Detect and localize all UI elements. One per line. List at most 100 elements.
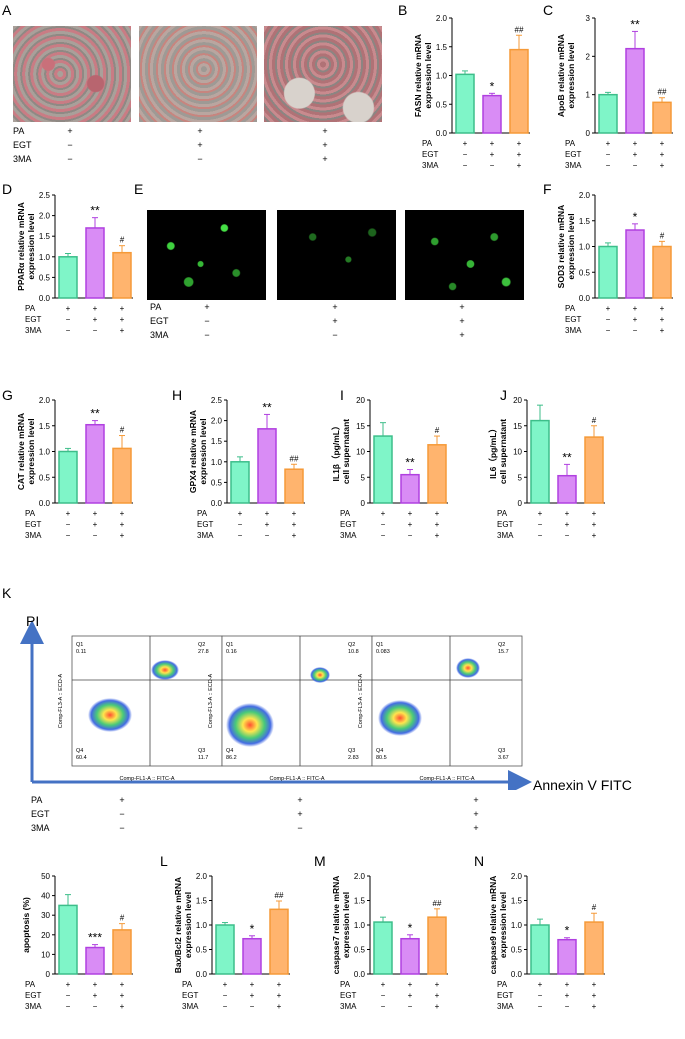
y-tick-label: 1.0: [511, 921, 523, 930]
cell-population: [456, 658, 480, 678]
treatment-sign: −: [238, 520, 243, 529]
quadrant-value: 0.083: [376, 649, 390, 655]
y-tick-label: 2.0: [39, 396, 51, 405]
treatment-sign: +: [250, 991, 255, 1000]
treatment-sign: −: [490, 161, 495, 170]
y-axis-title: apoptosis (%): [21, 897, 31, 953]
treatment-sign: +: [538, 980, 543, 989]
y-tick-label: 1.0: [39, 253, 51, 262]
significance-mark: #: [120, 426, 125, 435]
treatment-sign: −: [538, 531, 543, 540]
treatment-sign: +: [633, 150, 638, 159]
y-tick-label: 0.5: [211, 478, 223, 487]
treatment-sign: −: [538, 991, 543, 1000]
treatment-sign: −: [93, 531, 98, 540]
y-tick-label: 2.0: [211, 417, 223, 426]
y-tick-label: 1.5: [196, 897, 208, 906]
y-tick-label: 0.5: [39, 273, 51, 282]
y-axis-title-line: IL1β（pg/mL）: [331, 422, 341, 482]
treatment-sign: +: [265, 520, 270, 529]
y-tick-label: 2.0: [511, 872, 523, 881]
micrograph-a-pa: [13, 26, 131, 122]
bar: [373, 921, 393, 975]
y-tick-label: 1.0: [211, 458, 223, 467]
treatment-sign: −: [408, 1002, 413, 1011]
chart-b: 0.0 0.5 1.0 1.5 2.0 FASN relative mRNAexpress…: [413, 14, 530, 170]
y-tick-label: 15: [513, 422, 522, 431]
treatment-sign: −: [381, 520, 386, 529]
treatment-sign: +: [120, 531, 125, 540]
sign: +: [119, 795, 125, 805]
y-axis-title-line: cell supernatant: [341, 419, 351, 484]
treatment-row-label: PA: [182, 980, 193, 989]
sign: +: [459, 302, 465, 312]
bar: [652, 101, 672, 134]
treatment-row-label: 3MA: [497, 531, 514, 540]
y-tick-label: 2.0: [196, 872, 208, 881]
bar: [373, 435, 393, 504]
treatment-sign: −: [93, 1002, 98, 1011]
treatment-sign: −: [606, 150, 611, 159]
y-tick-label: 2.0: [39, 212, 51, 221]
y-axis-title: IL1β（pg/mL）cell supernatant: [331, 419, 351, 484]
y-tick-label: 0: [46, 970, 51, 979]
treatment-sign: −: [66, 326, 71, 335]
y-tick-label: 3: [586, 14, 591, 23]
significance-mark: ***: [88, 931, 102, 945]
y-axis-title-line: caspase9 relative mRNA: [488, 876, 498, 975]
significance-mark: #: [592, 416, 597, 425]
treatment-row-label: PA: [565, 304, 576, 313]
y-tick-label: 0.5: [511, 946, 523, 955]
treatment-table-a: PA + + + EGT − + + 3MA − − +: [13, 126, 393, 170]
y-tick-label: 50: [41, 872, 50, 881]
significance-mark: **: [90, 204, 100, 218]
y-tick-label: 0.0: [354, 970, 366, 979]
sign: +: [297, 809, 303, 819]
quadrant-label: Q1: [226, 642, 233, 648]
treatment-row-label: 3MA: [422, 161, 439, 170]
treatment-sign: +: [633, 304, 638, 313]
treatment-sign: +: [490, 150, 495, 159]
treatment-row-label: PA: [422, 139, 433, 148]
cell-population: [151, 660, 179, 680]
treatment-sign: +: [408, 520, 413, 529]
treatment-sign: −: [93, 326, 98, 335]
bar: [215, 924, 235, 975]
y-tick-label: 20: [41, 931, 50, 940]
y-axis-title-line: expression level: [26, 418, 36, 484]
panel-letter-n: N: [474, 853, 485, 869]
treatment-sign: −: [250, 1002, 255, 1011]
y-tick-label: 1.5: [511, 897, 523, 906]
y-axis-title-line: SOD3 relative mRNA: [556, 205, 566, 289]
y-tick-label: 0: [361, 499, 366, 508]
treatment-sign: −: [66, 991, 71, 1000]
y-axis-title: IL6（pg/mL）cell supernatant: [488, 419, 508, 484]
treatment-sign: −: [538, 1002, 543, 1011]
treatment-sign: −: [606, 326, 611, 335]
y-tick-label: 1.5: [39, 232, 51, 241]
significance-mark: **: [562, 450, 572, 464]
treatment-sign: −: [463, 161, 468, 170]
quadrant-label: Q3: [348, 748, 355, 754]
treatment-sign: +: [93, 315, 98, 324]
y-tick-label: 1.5: [211, 437, 223, 446]
treatment-sign: +: [660, 150, 665, 159]
bar: [112, 929, 132, 975]
treatment-sign: +: [381, 509, 386, 518]
y-tick-label: 1.0: [196, 921, 208, 930]
annexin-axis-title: Annexin V FITC: [533, 777, 632, 790]
treatment-sign: +: [592, 531, 597, 540]
pi-axis-title: PI: [26, 613, 39, 629]
treatment-sign: +: [517, 150, 522, 159]
treatment-sign: +: [660, 304, 665, 313]
treatment-sign: +: [120, 326, 125, 335]
y-tick-label: 0.5: [436, 100, 448, 109]
bar: [455, 73, 475, 134]
bar: [85, 227, 105, 299]
treatment-sign: +: [408, 509, 413, 518]
y-tick-label: 1.5: [354, 897, 366, 906]
y-axis-title-line: GPX4 relative mRNA: [188, 410, 198, 493]
treatment-row-label: 3MA: [340, 531, 357, 540]
